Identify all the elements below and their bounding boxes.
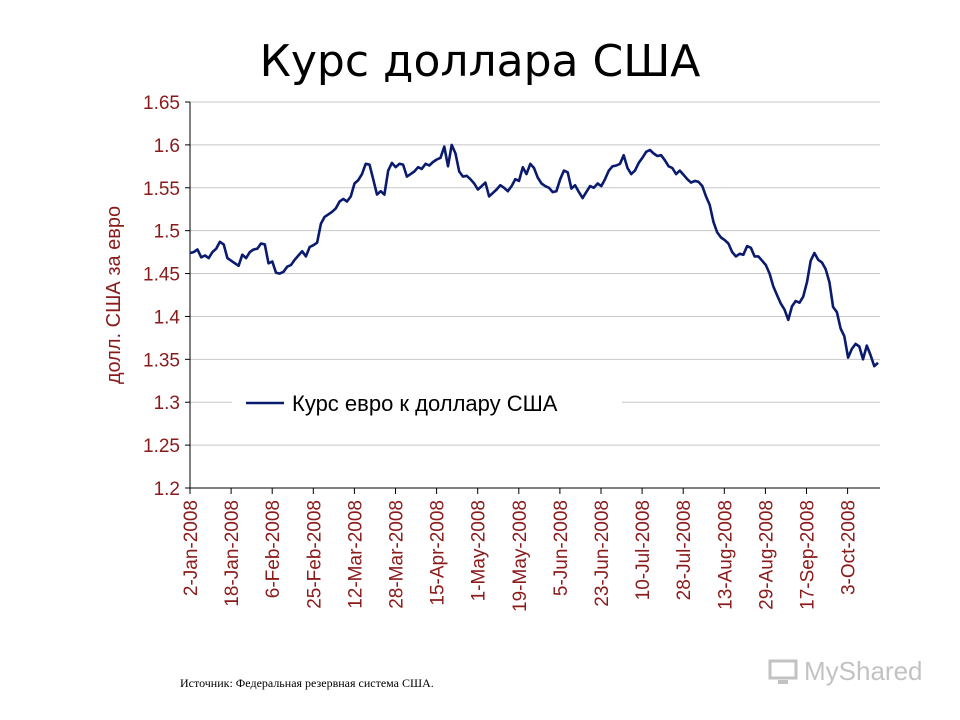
- series-line-euro-usd: [189, 143, 879, 368]
- x-tick-label: 2-Jan-2008: [181, 500, 202, 596]
- watermark: MyShared: [768, 656, 923, 687]
- watermark-text: MyShared: [804, 656, 923, 686]
- y-tick-label: 1.3: [154, 393, 180, 414]
- x-tick-label: 17-Sep-2008: [798, 500, 819, 610]
- y-tick-label: 1.25: [143, 436, 180, 457]
- y-axis-ticks: 1.2 1.25 1.3 1.35 1.4 1.45 1.5 1.55 1.6 1.65: [143, 93, 190, 500]
- source-note: Источник: Федеральная резервная система …: [180, 676, 434, 690]
- x-tick-label: 28-Mar-2008: [387, 500, 408, 609]
- x-tick-label: 15-Apr-2008: [428, 500, 449, 606]
- x-tick-label: 10-Jul-2008: [633, 500, 654, 600]
- x-tick-label: 12-Mar-2008: [345, 500, 366, 609]
- y-tick-label: 1.65: [143, 93, 180, 114]
- legend-label: Курс евро к доллару США: [292, 391, 558, 416]
- y-tick-label: 1.6: [154, 136, 180, 157]
- y-tick-label: 1.4: [154, 307, 181, 328]
- x-tick-label: 13-Aug-2008: [715, 500, 736, 610]
- y-tick-label: 1.55: [143, 179, 180, 200]
- x-tick-label: 29-Aug-2008: [756, 500, 777, 610]
- x-tick-label: 23-Jun-2008: [592, 500, 613, 607]
- x-tick-label: 28-Jul-2008: [674, 500, 695, 600]
- page-title: Курс доллара США: [259, 36, 701, 87]
- x-tick-label: 19-May-2008: [510, 500, 531, 612]
- x-tick-label: 18-Jan-2008: [222, 500, 243, 607]
- x-tick-label: 1-May-2008: [469, 500, 490, 601]
- x-tick-label: 25-Feb-2008: [304, 500, 325, 609]
- x-tick-label: 6-Feb-2008: [263, 500, 284, 598]
- y-tick-label: 1.35: [143, 350, 180, 371]
- x-tick-label: 5-Jun-2008: [551, 500, 572, 596]
- y-tick-label: 1.5: [154, 222, 180, 243]
- monitor-icon: [768, 659, 798, 684]
- y-tick-label: 1.45: [143, 265, 180, 286]
- y-axis-label: долл. США за евро: [103, 206, 125, 384]
- x-tick-label: 3-Oct-2008: [839, 500, 860, 595]
- x-axis-ticks: 2-Jan-2008 18-Jan-2008 6-Feb-2008 25-Feb-20…: [181, 488, 860, 612]
- legend: Курс евро к доллару США: [232, 384, 622, 422]
- y-tick-label: 1.2: [154, 479, 180, 500]
